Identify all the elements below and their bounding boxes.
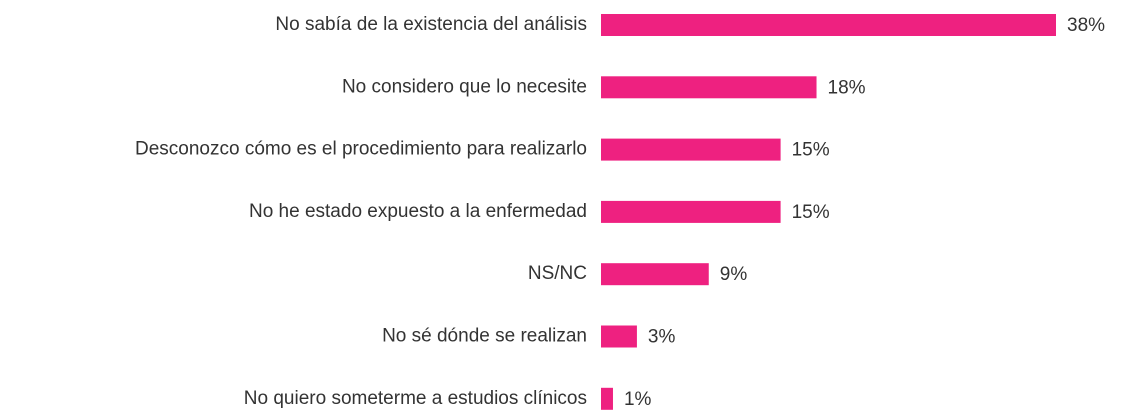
value-label: 9% <box>720 264 748 285</box>
bar <box>601 138 781 161</box>
value-label: 1% <box>624 389 652 410</box>
category-label: NS/NC <box>528 263 587 284</box>
bar <box>601 387 613 410</box>
value-label: 15% <box>792 140 830 161</box>
value-label: 18% <box>828 77 866 98</box>
category-label: No sé dónde se realizan <box>382 326 587 347</box>
category-label: No he estado expuesto a la enfermedad <box>249 201 587 222</box>
bar <box>601 14 1056 36</box>
value-label: 38% <box>1067 15 1105 36</box>
bar <box>601 325 637 348</box>
category-label: No sabía de la existencia del análisis <box>275 14 587 35</box>
bar <box>601 76 817 99</box>
value-label: 3% <box>648 327 676 348</box>
value-label: 15% <box>792 202 830 223</box>
category-label: No considero que lo necesite <box>342 76 587 97</box>
category-label: Desconozco cómo es el procedimiento para… <box>135 139 587 160</box>
category-label: No quiero someterme a estudios clínicos <box>244 388 587 409</box>
bar <box>601 263 709 286</box>
bar <box>601 200 781 223</box>
